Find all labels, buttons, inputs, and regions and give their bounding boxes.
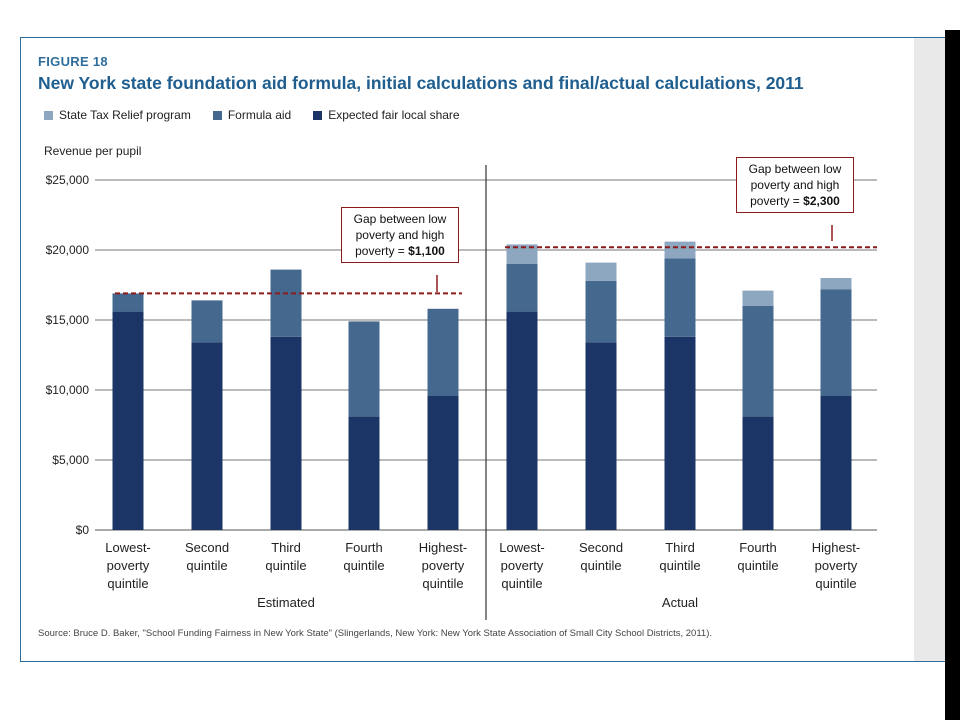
right-sidebar-panel: [914, 38, 945, 661]
legend-label-formula-aid: Formula aid: [227, 108, 292, 122]
bar-segment-formula-aid: [348, 321, 380, 417]
bar-segment-formula-aid: [270, 269, 302, 337]
x-tick-label: Second quintile: [579, 540, 623, 573]
bar-segment-expected-local-share: [191, 342, 223, 530]
y-tick-label: $0: [76, 523, 90, 537]
legend-swatch-expected-local-share: [313, 110, 323, 120]
group-label: Actual: [662, 595, 698, 610]
bar-segment-state-tax-relief: [506, 244, 538, 264]
black-edge-bar: [945, 30, 960, 720]
legend-label-expected-local-share: Expected fair local share: [328, 108, 460, 122]
x-tick-label: Lowest-poverty quintile: [499, 540, 545, 591]
bar-segment-expected-local-share: [427, 395, 459, 530]
x-tick-label: Highest-poverty quintile: [419, 540, 467, 591]
bar-segment-formula-aid: [506, 264, 538, 312]
bar-segment-state-tax-relief: [820, 278, 852, 290]
bar-segment-expected-local-share: [348, 416, 380, 530]
group-label: Estimated: [257, 595, 315, 610]
y-tick-label: $15,000: [46, 313, 90, 327]
x-tick-label: Third quintile: [659, 540, 700, 573]
x-tick-label: Fourth quintile: [343, 540, 384, 573]
bar-segment-expected-local-share: [664, 336, 696, 530]
bar-segment-formula-aid: [191, 300, 223, 343]
gap-callout-actual-amount: $2,300: [803, 194, 840, 208]
legend-item-state-tax-relief: State Tax Relief program: [44, 108, 191, 122]
bar-segment-formula-aid: [820, 289, 852, 396]
x-tick-label: Lowest-poverty quintile: [105, 540, 151, 591]
x-tick-label: Fourth quintile: [737, 540, 778, 573]
bar-segment-expected-local-share: [742, 416, 774, 530]
bar-segment-expected-local-share: [506, 311, 538, 530]
x-tick-label: Third quintile: [265, 540, 306, 573]
y-tick-label: $25,000: [46, 173, 90, 187]
y-tick-label: $5,000: [52, 453, 89, 467]
bar-segment-state-tax-relief: [742, 290, 774, 306]
legend-item-formula-aid: Formula aid: [212, 108, 292, 122]
legend: State Tax Relief program Formula aid Exp…: [44, 108, 460, 122]
legend-swatch-formula-aid: [212, 110, 222, 120]
figure-label: FIGURE 18: [38, 54, 108, 69]
bar-segment-formula-aid: [427, 308, 459, 396]
gap-callout-estimated-amount: $1,100: [408, 244, 445, 258]
bar-segment-expected-local-share: [820, 395, 852, 530]
legend-item-expected-local-share: Expected fair local share: [313, 108, 460, 122]
source-note: Source: Bruce D. Baker, "School Funding …: [38, 628, 712, 639]
bar-segment-formula-aid: [112, 293, 144, 312]
legend-swatch-state-tax-relief: [44, 110, 53, 120]
gap-callout-estimated-text: Gap between low poverty and high poverty…: [353, 212, 447, 258]
bar-segment-expected-local-share: [585, 342, 617, 530]
bar-segment-formula-aid: [664, 258, 696, 337]
gap-callout-actual: Gap between low poverty and high poverty…: [736, 157, 854, 213]
bar-segment-formula-aid: [742, 306, 774, 417]
bar-segment-state-tax-relief: [664, 241, 696, 259]
y-tick-label: $10,000: [46, 383, 90, 397]
y-tick-label: $20,000: [46, 243, 90, 257]
chart-title: New York state foundation aid formula, i…: [38, 73, 804, 93]
y-axis-label: Revenue per pupil: [44, 144, 142, 158]
bar-segment-expected-local-share: [112, 311, 144, 530]
legend-label-state-tax-relief: State Tax Relief program: [59, 108, 191, 122]
figure-frame: [20, 37, 945, 662]
bar-segment-expected-local-share: [270, 336, 302, 530]
bar-segment-state-tax-relief: [585, 262, 617, 281]
x-tick-label: Highest-poverty quintile: [812, 540, 860, 591]
bar-segment-formula-aid: [585, 280, 617, 343]
gap-callout-actual-text: Gap between low poverty and high poverty…: [748, 162, 842, 208]
x-tick-label: Second quintile: [185, 540, 229, 573]
gap-callout-estimated: Gap between low poverty and high poverty…: [341, 207, 459, 263]
